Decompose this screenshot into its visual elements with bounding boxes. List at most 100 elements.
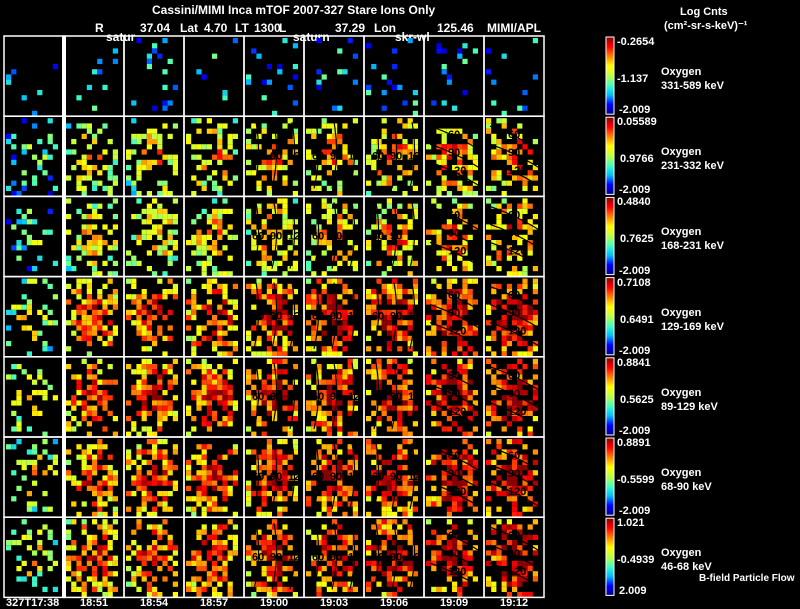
heatmap-cell (457, 586, 463, 592)
colorbar (605, 437, 615, 516)
heatmap-cell (431, 485, 437, 491)
heatmap-cell (212, 379, 218, 385)
heatmap-cell (386, 229, 392, 235)
heatmap-cell (266, 330, 272, 336)
heatmap-cell (371, 149, 377, 155)
heatmap-cell (81, 550, 87, 556)
heatmap-cell (402, 560, 408, 566)
heatmap-cell (232, 511, 238, 517)
heatmap-cell (222, 566, 228, 572)
heatmap-cell (251, 400, 257, 406)
heatmap-cell (386, 330, 392, 336)
heatmap-cell (496, 369, 502, 375)
heatmap-panel (76, 48, 118, 111)
heatmap-cell (256, 454, 262, 460)
heatmap-cell (512, 459, 518, 465)
heatmap-cell (172, 485, 178, 491)
heatmap-cell (426, 346, 432, 352)
heatmap-cell (371, 400, 377, 406)
heatmap-cell (172, 449, 178, 455)
heatmap-cell (81, 545, 87, 551)
heatmap-cell (131, 283, 137, 289)
heatmap-cell (107, 485, 113, 491)
heatmap-cell (217, 320, 223, 326)
heatmap-cell (426, 154, 432, 160)
heatmap-cell (81, 581, 87, 587)
heatmap-cell (196, 550, 202, 556)
heatmap-cell (412, 299, 418, 305)
heatmap-cell (97, 511, 103, 517)
heatmap-cell (332, 379, 338, 385)
heatmap-cell (501, 384, 507, 390)
heatmap-cell (246, 395, 252, 401)
heatmap-cell (517, 400, 523, 406)
pitch-angle-label: 60 (312, 150, 324, 162)
heatmap-cell (501, 534, 507, 540)
heatmap-cell (102, 390, 108, 396)
heatmap-cell (386, 511, 392, 517)
heatmap-cell (251, 449, 257, 455)
heatmap-cell (467, 529, 473, 535)
heatmap-cell (386, 159, 392, 165)
heatmap-cell (462, 395, 468, 401)
heatmap-cell (321, 400, 327, 406)
heatmap-cell (522, 480, 528, 486)
heatmap-cell (246, 496, 252, 502)
pitch-angle-contour (289, 362, 296, 430)
heatmap-cell (326, 159, 332, 165)
heatmap-cell (227, 534, 233, 540)
heatmap-cell (316, 581, 322, 587)
heatmap-cell (152, 465, 158, 471)
heatmap-cell (472, 133, 478, 139)
heatmap-cell (386, 245, 392, 251)
heatmap-cell (152, 550, 158, 556)
heatmap-cell (246, 219, 252, 225)
heatmap-cell (517, 511, 523, 517)
heatmap-cell (446, 555, 452, 561)
heatmap-cell (222, 576, 228, 582)
heatmap-cell (402, 534, 408, 540)
heatmap-cell (412, 550, 418, 556)
heatmap-cell (136, 449, 142, 455)
heatmap-cell (126, 454, 132, 460)
heatmap-cell (316, 416, 322, 422)
heatmap-cell (167, 325, 173, 331)
heatmap-cell (201, 159, 207, 165)
heatmap-cell (232, 175, 238, 181)
heatmap-cell (512, 128, 518, 134)
heatmap-cell (287, 566, 293, 572)
heatmap-cell (162, 545, 168, 551)
heatmap-cell (71, 475, 77, 481)
heatmap-cell (512, 165, 518, 171)
heatmap-cell (431, 351, 437, 357)
heatmap-cell (261, 245, 267, 251)
heatmap-cell (512, 400, 518, 406)
heatmap-cell (66, 255, 72, 261)
heatmap-cell (167, 191, 173, 197)
heatmap-cell (462, 550, 468, 556)
heatmap-cell (131, 255, 137, 261)
heatmap-cell (201, 485, 207, 491)
heatmap-cell (246, 571, 252, 577)
heatmap-cell (92, 379, 98, 385)
heatmap-cell (136, 444, 142, 450)
heatmap-cell (457, 496, 463, 502)
heatmap-cell (282, 180, 288, 186)
energy-label: 231-332 keV (661, 160, 724, 173)
heatmap-cell (347, 374, 353, 380)
heatmap-panel (6, 364, 58, 437)
heatmap-cell (146, 346, 152, 352)
heatmap-cell (66, 545, 72, 551)
heatmap-cell (407, 529, 413, 535)
heatmap-cell (261, 475, 267, 481)
heatmap-cell (522, 304, 528, 310)
heatmap-cell (462, 491, 468, 497)
heatmap-cell (167, 219, 173, 225)
heatmap-cell (201, 459, 207, 465)
pitch-angle-label: 120 (348, 471, 366, 483)
heatmap-cell (81, 480, 87, 486)
heatmap-cell (446, 465, 452, 471)
heatmap-cell (347, 364, 353, 370)
